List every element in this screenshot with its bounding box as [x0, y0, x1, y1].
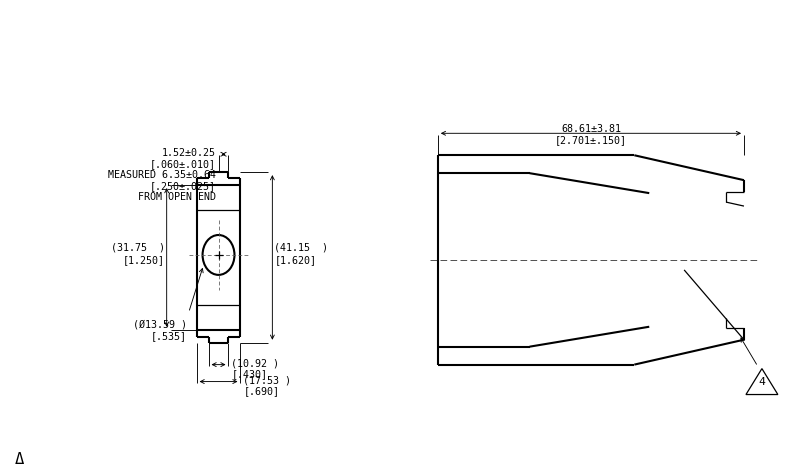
Text: [.535]: [.535]	[151, 331, 186, 341]
Text: [.690]: [.690]	[243, 387, 280, 396]
Text: (10.92 ): (10.92 )	[231, 359, 280, 369]
Text: MEASURED 6.35±0.64: MEASURED 6.35±0.64	[107, 170, 216, 180]
Text: (31.75  ): (31.75 )	[111, 243, 164, 253]
Text: FROM OPEN END: FROM OPEN END	[137, 192, 216, 202]
Text: [2.701±.150]: [2.701±.150]	[555, 135, 627, 145]
Text: 4: 4	[758, 377, 766, 387]
Text: (17.53 ): (17.53 )	[243, 376, 292, 386]
Text: (Ø13.59 ): (Ø13.59 )	[133, 320, 186, 330]
Text: [.250±.025]: [.250±.025]	[149, 181, 216, 191]
Text: [1.250]: [1.250]	[122, 255, 164, 265]
Text: Δ: Δ	[15, 452, 24, 467]
Text: [1.620]: [1.620]	[274, 255, 316, 265]
Text: 1.52±0.25: 1.52±0.25	[161, 148, 216, 158]
Text: [.060±.010]: [.060±.010]	[149, 159, 216, 169]
Text: (41.15  ): (41.15 )	[274, 243, 329, 253]
Text: 68.61±3.81: 68.61±3.81	[561, 124, 621, 135]
Text: [.430]: [.430]	[231, 370, 268, 379]
